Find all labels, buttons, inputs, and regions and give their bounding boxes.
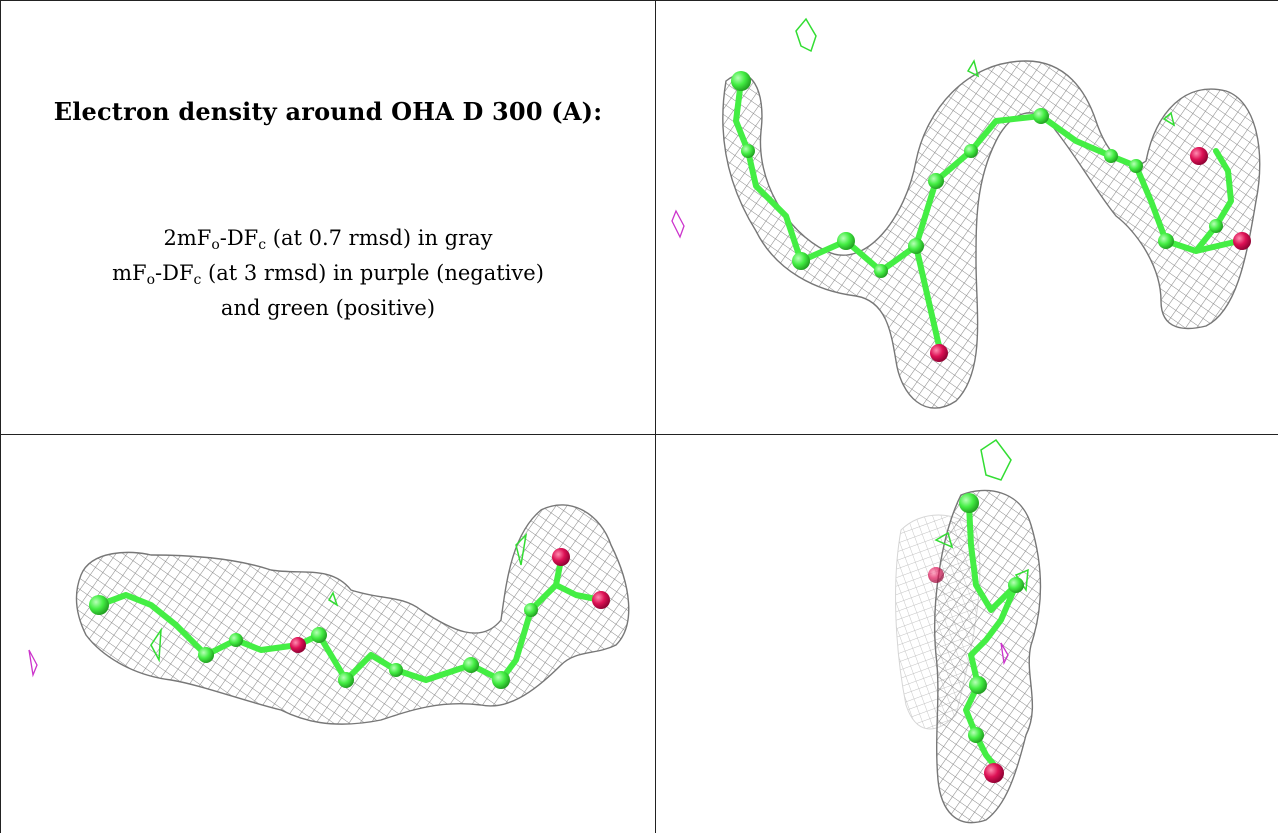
legend-fofc-mid: -DF — [155, 261, 194, 285]
density-view-top-right — [656, 1, 1278, 434]
fofc-negative-blob — [28, 649, 38, 678]
fofc-negative-blob — [671, 209, 685, 239]
caption-title: Electron density around OHA D 300 (A): — [53, 97, 603, 126]
legend-2fofc-sub-c: c — [258, 237, 267, 253]
ligand-bonds — [96, 582, 604, 683]
density-mesh-2fofc — [934, 489, 1042, 824]
bond-to-oxygen-2 — [1195, 238, 1240, 254]
legend-line-2fofc: 2mFo-DFc (at 0.7 rmsd) in gray — [112, 224, 544, 259]
ligand-bonds — [733, 78, 1234, 274]
density-mesh-2fofc — [722, 60, 1261, 409]
caption-cell: Electron density around OHA D 300 (A): 2… — [1, 1, 655, 434]
legend-fofc-sub-o: o — [146, 272, 156, 288]
oxygen-atoms — [928, 567, 1004, 783]
fofc-positive-blob — [795, 17, 1176, 127]
oxygen-atoms — [930, 147, 1251, 362]
density-view-bottom-left — [1, 435, 655, 833]
carbon-atoms — [959, 493, 1024, 743]
legend-2fofc-mid: -DF — [219, 226, 259, 250]
carbon-atoms — [89, 595, 538, 689]
density-view-bottom-right — [656, 435, 1278, 833]
legend-2fofc-suffix: (at 0.7 rmsd) in gray — [266, 226, 493, 250]
density-map-end-view — [895, 438, 1042, 824]
legend-line-fofc: mFo-DFc (at 3 rmsd) in purple (negative) — [112, 259, 544, 294]
legend-fofc-suffix: (at 3 rmsd) in purple (negative) — [201, 261, 544, 285]
fofc-positive-blob — [150, 532, 528, 663]
legend-line-positive: and green (positive) — [220, 296, 436, 320]
carbon-atoms — [731, 71, 1223, 278]
table-border-top — [0, 0, 1278, 1]
oxygen-atoms — [290, 548, 610, 653]
bond-to-oxygen-1 — [913, 245, 942, 347]
density-map-front-view — [28, 504, 630, 725]
density-map-side-view — [671, 17, 1261, 409]
legend-2fofc-sub-o: o — [211, 237, 220, 253]
legend-fofc-sub-c: c — [193, 272, 202, 288]
table-divider-horizontal — [0, 434, 1278, 435]
caption-legend: 2mFo-DFc (at 0.7 rmsd) in gray mFo-DFc (… — [112, 224, 544, 322]
fofc-negative-blob — [1000, 642, 1009, 666]
table-border-left — [0, 0, 1, 833]
legend-2fofc-prefix: 2mF — [163, 226, 212, 250]
legend-fofc-prefix: mF — [112, 261, 147, 285]
table-divider-vertical — [655, 0, 656, 833]
density-mesh-2fofc — [75, 504, 630, 725]
